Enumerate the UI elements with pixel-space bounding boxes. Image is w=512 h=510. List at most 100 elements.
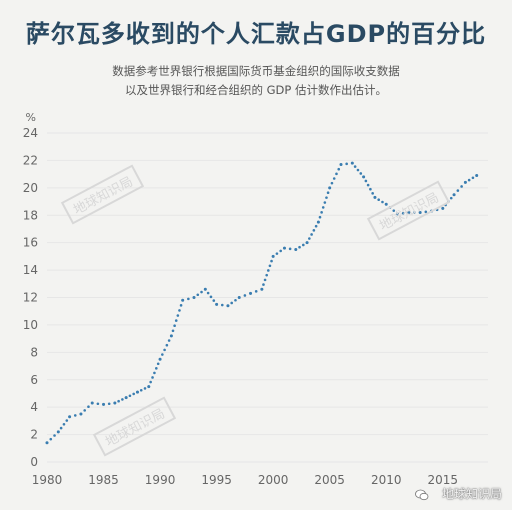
data-point (418, 211, 422, 215)
series-dot (196, 293, 200, 297)
y-tick-label: 14 (23, 263, 38, 277)
data-point (305, 241, 309, 245)
series-dot (288, 247, 292, 251)
series-dot (345, 162, 348, 166)
data-point (249, 291, 253, 295)
series-dot (314, 224, 318, 228)
series-dot (263, 278, 267, 282)
x-tick-label: 2000 (258, 473, 289, 487)
data-point (237, 296, 241, 299)
series-dot (366, 183, 370, 187)
series-dot (128, 394, 132, 398)
watermark-credit: 地球知识局 (441, 487, 502, 501)
data-point (135, 390, 139, 394)
data-point (113, 401, 117, 405)
series-dot (178, 309, 181, 312)
data-point (56, 430, 60, 434)
series-dot (254, 290, 258, 293)
y-tick-label: 20 (23, 181, 38, 195)
series-dot (65, 419, 69, 422)
chart-subtitle-line-1: 数据参考世界银行根据国际货币基金组织的国际收支数据 (112, 64, 400, 78)
data-point (271, 254, 275, 258)
series-dot (456, 189, 460, 192)
data-point (45, 441, 49, 445)
series-dot (73, 414, 77, 417)
series-dot (392, 209, 396, 212)
y-tick-label: 10 (23, 318, 38, 332)
series-dot (265, 273, 268, 277)
series-dot (62, 423, 66, 426)
series-dot (151, 376, 154, 379)
series-dot (230, 301, 233, 305)
data-point (181, 298, 185, 302)
series-dot (267, 269, 270, 272)
data-point (192, 296, 196, 299)
data-point (203, 287, 207, 291)
series-dot (234, 298, 237, 302)
series-dot (413, 211, 416, 214)
series-dot (270, 259, 273, 263)
series-dot (388, 206, 392, 209)
series-dot (377, 198, 380, 202)
data-point (102, 402, 106, 406)
y-tick-label: 4 (30, 400, 38, 414)
series-dot (179, 304, 183, 307)
series-dot (107, 402, 111, 406)
series-dot (165, 343, 169, 347)
x-tick-label: 1985 (88, 473, 119, 487)
data-point (90, 401, 94, 405)
data-point (226, 304, 230, 308)
data-point (294, 248, 298, 252)
series-dot (298, 245, 301, 249)
y-tick-label: 12 (23, 291, 38, 305)
series-dot (318, 215, 322, 219)
series-dot (449, 196, 453, 200)
series-dot (371, 192, 374, 195)
series-dot (335, 172, 338, 176)
x-tick-label: 2015 (427, 473, 458, 487)
series-dot (467, 178, 471, 182)
series-dot (424, 210, 428, 214)
series-dot (161, 353, 164, 356)
series-dot (262, 283, 265, 286)
y-tick-label: 16 (23, 236, 38, 250)
series-dot (401, 211, 405, 215)
series-dot (369, 187, 372, 191)
series-dot (174, 319, 178, 322)
data-point (260, 287, 264, 291)
data-point (429, 209, 433, 213)
y-tick-label: 8 (30, 345, 38, 359)
series-dot (212, 299, 216, 302)
data-point (373, 195, 377, 199)
series-dot (206, 291, 210, 295)
data-point (147, 385, 151, 389)
chart-title: 萨尔瓦多收到的个人汇款占GDP的百分比 (25, 20, 487, 48)
series-dot (444, 203, 447, 207)
series-dot (176, 314, 180, 317)
series-dot (117, 399, 120, 403)
series-dot (447, 200, 450, 203)
series-dot (356, 168, 360, 172)
series-dot (155, 367, 158, 370)
series-dot (460, 185, 463, 188)
y-tick-label: 18 (23, 208, 38, 222)
data-point (169, 334, 173, 338)
data-point (441, 206, 445, 210)
series-dot (209, 295, 213, 299)
series-dot (359, 172, 363, 175)
x-tick-label: 1990 (145, 473, 176, 487)
data-point (124, 396, 128, 400)
series-dot (187, 297, 190, 301)
series-dot (353, 165, 357, 168)
series-dot (49, 437, 53, 441)
series-dot (53, 434, 56, 437)
data-point (158, 357, 162, 361)
series-dot (173, 324, 176, 328)
series-dot (59, 426, 63, 430)
y-tick-label: 24 (23, 126, 38, 140)
series-dot (149, 380, 152, 384)
series-dot (337, 167, 341, 171)
series-dot (87, 405, 90, 409)
series-dot (132, 392, 135, 396)
series-dot (167, 339, 171, 342)
